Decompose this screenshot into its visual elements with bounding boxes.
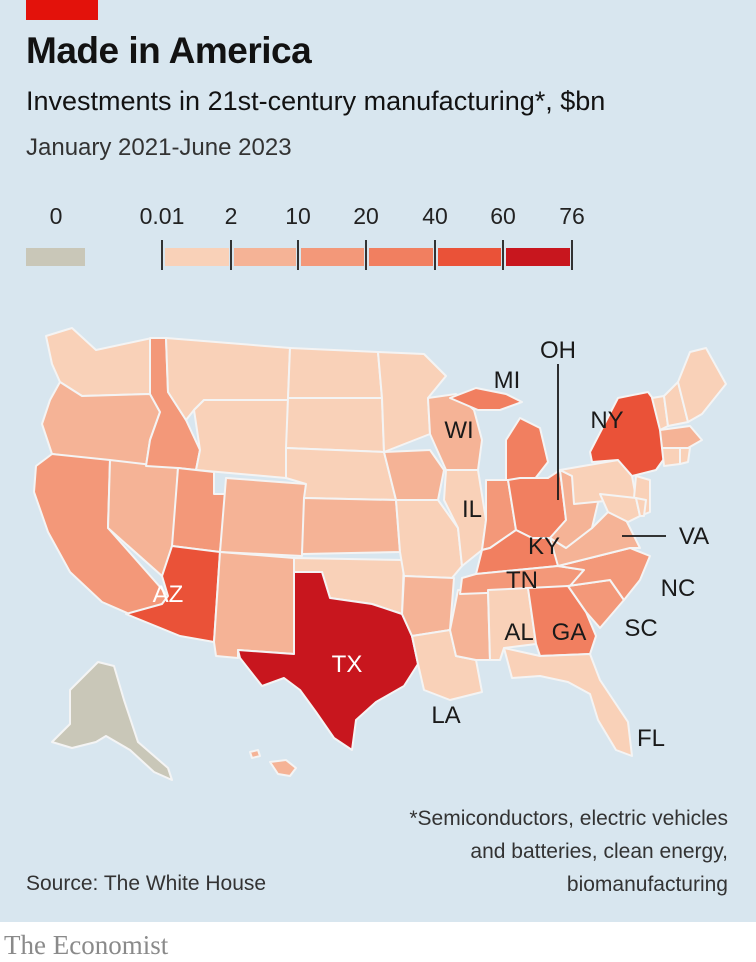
- state-sd: [285, 397, 385, 453]
- state-ma: [659, 425, 703, 449]
- state-label-ky: KY: [528, 533, 560, 560]
- footnote-line: and batteries, clean energy,: [470, 840, 728, 863]
- chart-title: Made in America: [26, 30, 312, 71]
- state-label-sc: SC: [624, 615, 657, 642]
- us-choropleth-map: OH MI NY WI IL KY VA TN NC AZ AL GA SC TX LA FL: [33, 327, 727, 781]
- state-label-nc: NC: [661, 575, 696, 602]
- state-me: [677, 347, 727, 423]
- state-label-tx: TX: [332, 651, 363, 678]
- brand-red-tag: [26, 0, 98, 20]
- legend-tick: [230, 240, 232, 270]
- state-label-oh: OH: [540, 337, 576, 364]
- state-ct: [661, 447, 681, 467]
- legend-swatch: [301, 248, 364, 266]
- source-note: Source: The White House: [26, 872, 267, 895]
- state-label-al: AL: [504, 619, 533, 646]
- legend-tick: [434, 240, 436, 270]
- legend-tick-label: 60: [490, 203, 516, 229]
- legend-swatch: [506, 248, 570, 266]
- state-label-il: IL: [462, 496, 482, 523]
- state-de: [635, 497, 647, 517]
- state-wy: [193, 399, 289, 479]
- state-ak: [51, 661, 173, 781]
- state-label-wi: WI: [444, 417, 473, 444]
- legend-tick: [502, 240, 504, 270]
- legend-tick-label: 0.01: [139, 203, 185, 229]
- state-ny: [589, 391, 667, 477]
- state-nm: [213, 551, 295, 659]
- legend-tick-label: 40: [422, 203, 448, 229]
- state-nd: [287, 347, 383, 399]
- state-ar: [401, 575, 455, 637]
- legend-tick: [161, 240, 163, 270]
- footnote-line: *Semiconductors, electric vehicles: [409, 807, 728, 830]
- legend-swatch: [369, 248, 433, 266]
- legend-swatch-zero: [26, 248, 85, 266]
- color-legend: 0 0.01 2 10 20 40 60 76: [0, 195, 756, 275]
- state-hi: [249, 749, 297, 777]
- state-md: [599, 493, 641, 523]
- state-label-fl: FL: [637, 725, 665, 752]
- legend-label-zero: 0: [49, 203, 63, 229]
- state-ri: [679, 447, 691, 465]
- legend-tick: [297, 240, 299, 270]
- footnote: *Semiconductors, electric vehicles and b…: [409, 802, 728, 901]
- legend-swatch: [165, 248, 229, 266]
- state-tx: [237, 571, 419, 751]
- state-or: [41, 381, 161, 467]
- legend-tick-label: 2: [224, 203, 238, 229]
- legend-tick-label: 20: [353, 203, 379, 229]
- state-il: [443, 469, 487, 567]
- economist-wordmark: The Economist: [4, 930, 169, 960]
- state-label-va: VA: [679, 523, 709, 550]
- state-label-az: AZ: [153, 581, 184, 608]
- legend-swatch: [438, 248, 501, 266]
- state-ut: [171, 467, 227, 553]
- legend-tick-label: 76: [559, 203, 585, 229]
- state-label-ga: GA: [552, 619, 587, 646]
- chart-period: January 2021-June 2023: [26, 134, 292, 161]
- footnote-line: biomanufacturing: [566, 873, 728, 896]
- state-label-tn: TN: [506, 567, 538, 594]
- chart-subtitle: Investments in 21st-century manufacturin…: [26, 86, 606, 116]
- chart-panel: Made in America Investments in 21st-cent…: [0, 0, 756, 922]
- state-co: [219, 477, 307, 557]
- state-ks: [301, 497, 401, 555]
- legend-tick-label: 10: [285, 203, 311, 229]
- state-label-ny: NY: [590, 407, 623, 434]
- legend-tick: [571, 240, 573, 270]
- state-ms: [449, 589, 491, 661]
- legend-tick: [365, 240, 367, 270]
- state-fl: [503, 647, 633, 757]
- state-label-mi: MI: [494, 367, 521, 394]
- legend-swatch: [234, 248, 296, 266]
- state-label-la: LA: [431, 702, 460, 729]
- state-ia: [383, 449, 445, 501]
- state-mo: [395, 499, 463, 579]
